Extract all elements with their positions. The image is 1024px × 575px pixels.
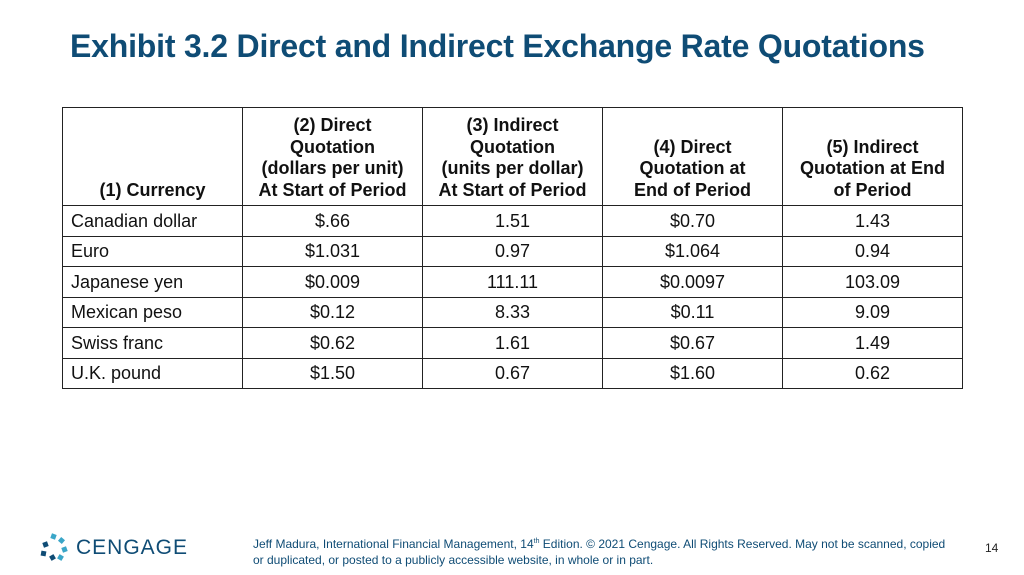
- header-line: (5) Indirect: [826, 136, 919, 157]
- table-row: Swiss franc $0.62 1.61 $0.67 1.49: [62, 327, 963, 359]
- header-line: (3) Indirect: [466, 115, 559, 135]
- header-line: Quotation at End: [800, 158, 945, 178]
- currency-cell: Euro: [62, 235, 243, 267]
- column-header-direct-end: (4) Direct Quotation at End of Period: [602, 107, 783, 206]
- header-line: (dollars per unit): [261, 158, 404, 178]
- header-line: End of Period: [634, 179, 751, 200]
- table-cell: $.66: [242, 205, 423, 237]
- header-line: (4) Direct: [653, 136, 732, 157]
- table-cell: 103.09: [782, 266, 963, 298]
- column-header-direct-start: (2) Direct Quotation (dollars per unit) …: [242, 107, 423, 206]
- citation-superscript: th: [533, 538, 540, 545]
- table-cell: 0.97: [422, 235, 603, 267]
- table-cell: $0.62: [242, 327, 423, 359]
- currency-cell: Canadian dollar: [62, 205, 243, 237]
- header-line: (units per dollar): [441, 158, 584, 178]
- table-cell: $1.064: [602, 235, 783, 267]
- header-line: Quotation at: [639, 158, 746, 178]
- currency-cell: Swiss franc: [62, 327, 243, 359]
- page-title: Exhibit 3.2 Direct and Indirect Exchange…: [70, 28, 925, 64]
- table-row: Japanese yen $0.009 111.11 $0.0097 103.0…: [62, 266, 963, 298]
- table-cell: $0.67: [602, 327, 783, 359]
- logo-wordmark: CENGAGE: [76, 536, 189, 559]
- header-line: Quotation: [290, 136, 375, 157]
- table-cell: $0.70: [602, 205, 783, 237]
- table-cell: 1.51: [422, 205, 603, 237]
- table-row: Euro $1.031 0.97 $1.064 0.94: [62, 235, 963, 267]
- table-cell: 1.43: [782, 205, 963, 237]
- currency-cell: Mexican peso: [62, 296, 243, 328]
- header-line: At Start of Period: [438, 179, 587, 200]
- table-cell: 111.11: [422, 266, 603, 298]
- header-line: (2) Direct: [293, 115, 372, 135]
- citation-text-rest: Edition. © 2021 Cengage. All Rights Rese…: [253, 537, 946, 567]
- table-cell: $0.11: [602, 296, 783, 328]
- header-line: (1) Currency: [99, 179, 206, 200]
- column-header-indirect-start: (3) Indirect Quotation (units per dollar…: [422, 107, 603, 206]
- table-cell: $1.60: [602, 357, 783, 389]
- table-row: Mexican peso $0.12 8.33 $0.11 9.09: [62, 296, 963, 328]
- table-cell: 9.09: [782, 296, 963, 328]
- column-header-indirect-end: (5) Indirect Quotation at End of Period: [782, 107, 963, 206]
- header-line: At Start of Period: [258, 179, 407, 200]
- table-cell: 0.67: [422, 357, 603, 389]
- table-cell: $0.009: [242, 266, 423, 298]
- table-cell: $1.50: [242, 357, 423, 389]
- table-cell: 8.33: [422, 296, 603, 328]
- table-cell: 1.61: [422, 327, 603, 359]
- column-header-currency: (1) Currency: [62, 107, 243, 206]
- table-cell: 0.62: [782, 357, 963, 389]
- table-cell: 1.49: [782, 327, 963, 359]
- header-line: Quotation: [470, 136, 555, 157]
- table-cell: $1.031: [242, 235, 423, 267]
- table-cell: $0.0097: [602, 266, 783, 298]
- table-cell: $0.12: [242, 296, 423, 328]
- table-header-row: (1) Currency (2) Direct Quotation (dolla…: [62, 107, 963, 206]
- page-number: 14: [985, 541, 999, 555]
- header-line: of Period: [833, 179, 912, 200]
- cengage-logo: CENGAGE: [40, 530, 188, 566]
- cengage-mark-icon: [40, 533, 68, 561]
- copyright-notice: Jeff Madura, International Financial Man…: [253, 536, 953, 568]
- table-row: Canadian dollar $.66 1.51 $0.70 1.43: [62, 205, 963, 237]
- table-row: U.K. pound $1.50 0.67 $1.60 0.62: [62, 357, 963, 389]
- table-cell: 0.94: [782, 235, 963, 267]
- citation-text: Jeff Madura, International Financial Man…: [253, 537, 534, 551]
- currency-cell: U.K. pound: [62, 357, 243, 389]
- exchange-rate-table: (1) Currency (2) Direct Quotation (dolla…: [62, 107, 963, 389]
- currency-cell: Japanese yen: [62, 266, 243, 298]
